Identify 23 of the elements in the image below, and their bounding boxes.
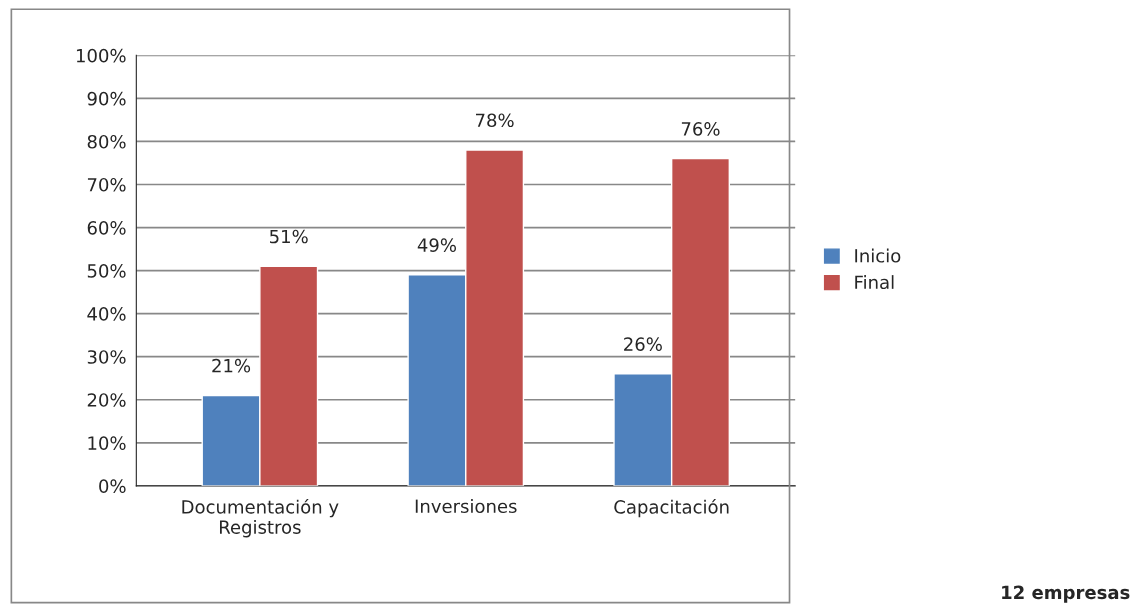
data-label: 51% [270, 229, 308, 244]
y-tick-label: 40% [87, 307, 126, 321]
data-label: 49% [417, 238, 456, 252]
y-tick-label: 50% [87, 264, 126, 278]
legend-label: Inicio [855, 248, 901, 263]
y-tick-label: 0% [99, 479, 126, 493]
data-label: 78% [476, 113, 514, 128]
y-tick-label: 100% [76, 48, 126, 63]
text: 12 empresas [1002, 585, 1130, 603]
y-tick-label: 30% [87, 350, 126, 364]
y-tick-label: 20% [87, 393, 126, 407]
x-tick-label: Documentación y Registros [182, 499, 339, 538]
y-tick-label: 60% [87, 221, 126, 235]
data-label: 21% [212, 358, 251, 373]
y-tick-label: 70% [87, 177, 126, 192]
x-tick-label: Capacitación [614, 499, 729, 518]
legend-label: Final [855, 275, 894, 290]
data-label: 26% [624, 337, 662, 351]
x-tick-label: Inversiones [415, 499, 517, 514]
data-label: 76% [681, 122, 720, 136]
y-tick-label: 90% [87, 91, 126, 106]
y-tick-label: 80% [87, 134, 126, 149]
y-tick-label: 10% [88, 436, 126, 450]
